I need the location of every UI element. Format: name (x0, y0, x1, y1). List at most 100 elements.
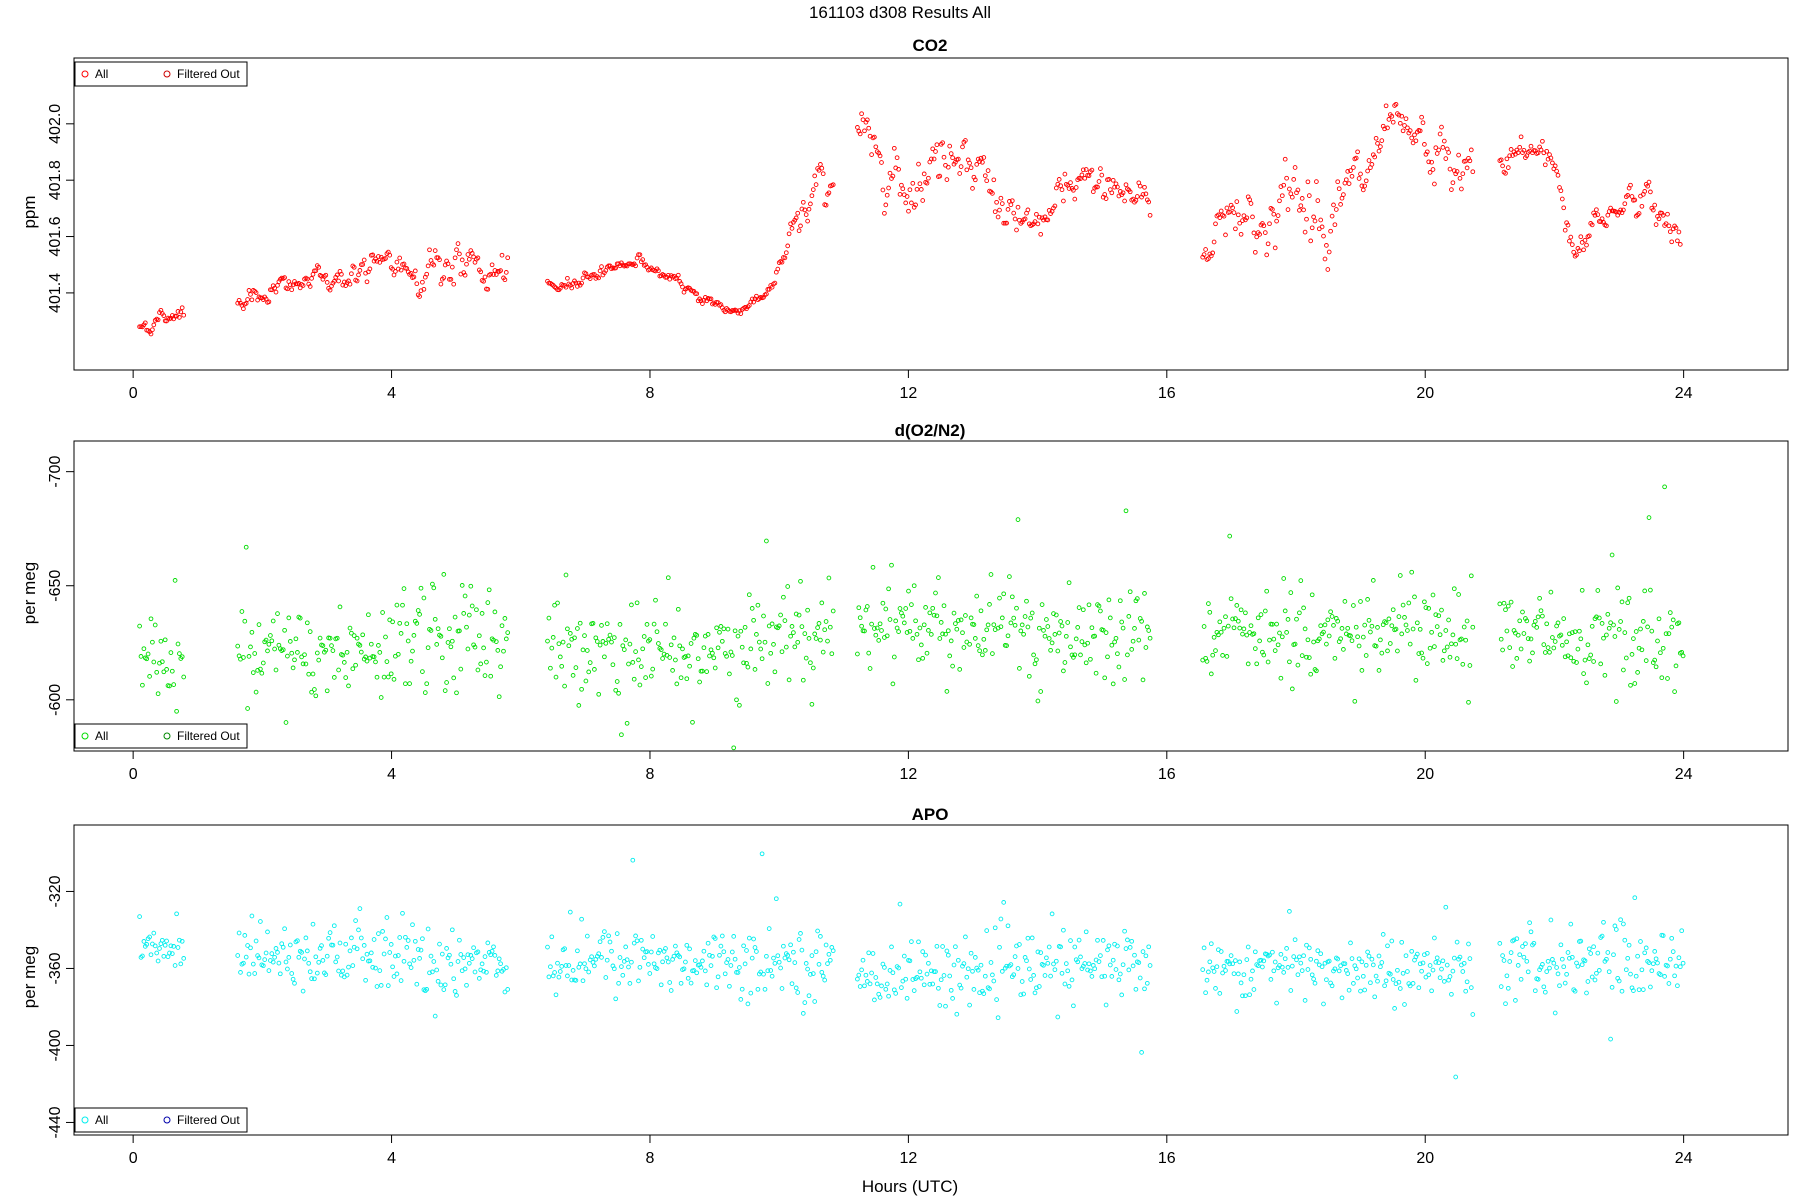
co2-x-tick-label: 8 (646, 385, 655, 402)
co2-data-point (783, 250, 789, 256)
co2-data-point (796, 228, 802, 234)
co2-data-point (1642, 189, 1648, 194)
o2n2-data-point (1109, 642, 1115, 648)
apo-data-point (1672, 973, 1677, 979)
o2n2-data-point (1460, 661, 1466, 667)
o2n2-data-point (1510, 664, 1515, 669)
apo-data-point (1468, 985, 1474, 990)
co2-data-point (805, 218, 810, 224)
apo-y-tick-label: -320 (47, 875, 64, 907)
o2n2-data-point (250, 670, 256, 675)
co2-data-point (1281, 182, 1287, 188)
o2n2-data-point (309, 689, 314, 695)
o2n2-data-point (499, 623, 505, 629)
co2-data-point (1257, 232, 1262, 237)
o2n2-data-point (465, 646, 471, 652)
co2-data-point (1233, 226, 1238, 232)
o2n2-data-point (1001, 591, 1007, 597)
o2n2-data-point (172, 578, 178, 583)
o2n2-data-point (1531, 622, 1537, 628)
co2-data-point (377, 260, 383, 265)
apo-data-point (729, 949, 735, 955)
co2-data-point (455, 241, 461, 246)
co2-data-point (485, 286, 491, 292)
apo-data-point (775, 953, 781, 959)
o2n2-data-point (258, 666, 263, 672)
co2-data-point (489, 262, 495, 268)
co2-data-point (1581, 247, 1586, 253)
apo-data-point (1555, 971, 1561, 977)
apo-data-point (1137, 975, 1143, 981)
co2-data-point (1636, 211, 1642, 216)
o2n2-data-point (758, 646, 764, 652)
o2n2-data-point (859, 623, 864, 629)
apo-data-point (630, 857, 636, 863)
co2-data-point (1343, 177, 1349, 183)
apo-data-point (376, 931, 381, 936)
co2-data-point (1433, 145, 1439, 151)
co2-data-point (1227, 209, 1233, 215)
apo-data-point (1531, 940, 1537, 946)
o2n2-data-point (1407, 641, 1413, 647)
o2n2-data-point (958, 617, 964, 623)
apo-data-point (427, 970, 432, 976)
apo-data-point (432, 1013, 438, 1019)
apo-data-point (455, 959, 461, 964)
co2-data-point (894, 155, 900, 161)
apo-data-point (1652, 949, 1658, 954)
apo-data-point (1584, 990, 1589, 996)
o2n2-data-point (874, 625, 880, 631)
apo-data-point (1085, 967, 1090, 973)
o2n2-data-point (1659, 675, 1665, 681)
o2n2-data-point (746, 592, 752, 598)
apo-data-point (245, 943, 250, 948)
apo-data-point (493, 973, 499, 978)
o2n2-data-point (407, 681, 412, 686)
o2n2-data-point (1257, 638, 1262, 644)
apo-data-point (940, 944, 945, 949)
co2-data-point (1400, 128, 1406, 134)
o2n2-data-point (783, 644, 789, 650)
o2n2-data-point (640, 646, 646, 652)
apo-data-point (442, 982, 448, 988)
apo-data-point (381, 951, 387, 957)
o2n2-y-tick-label: -600 (47, 684, 64, 716)
apo-data-point (802, 1000, 808, 1005)
apo-data-point (412, 938, 418, 944)
apo-data-point (1621, 921, 1626, 927)
o2n2-data-point (403, 681, 408, 687)
o2n2-data-point (1272, 648, 1278, 653)
o2n2-data-point (1011, 615, 1017, 621)
apo-data-point (1592, 977, 1598, 983)
co2-data-point (637, 252, 643, 258)
co2-data-point (1264, 252, 1270, 258)
o2n2-data-point (876, 638, 882, 643)
o2n2-data-point (469, 603, 475, 609)
apo-data-point (1288, 988, 1294, 993)
apo-data-point (1078, 954, 1083, 960)
o2n2-data-point (967, 641, 972, 647)
apo-data-point (1144, 980, 1150, 986)
apo-data-point (1117, 971, 1123, 977)
o2n2-data-point (145, 651, 151, 657)
co2-data-point (285, 286, 290, 292)
apo-data-point (387, 950, 393, 955)
apo-data-point (1572, 988, 1578, 994)
apo-data-point (1008, 962, 1014, 967)
o2n2-data-point (1292, 641, 1298, 647)
o2n2-data-point (1616, 627, 1622, 632)
co2-data-point (248, 292, 253, 297)
o2n2-data-point (873, 632, 879, 638)
apo-data-point (1504, 973, 1510, 979)
o2n2-data-point (1345, 625, 1351, 631)
apo-data-point (816, 961, 822, 967)
apo-data-point (461, 955, 467, 960)
o2n2-data-point (1217, 619, 1223, 625)
o2n2-data-point (495, 648, 501, 653)
apo-data-point (1535, 976, 1541, 982)
apo-y-tick-label: -360 (47, 952, 64, 984)
co2-data-point (1301, 207, 1306, 213)
o2n2-data-point (1379, 650, 1385, 656)
apo-data-point (1552, 1010, 1558, 1016)
o2n2-data-point (144, 656, 150, 662)
